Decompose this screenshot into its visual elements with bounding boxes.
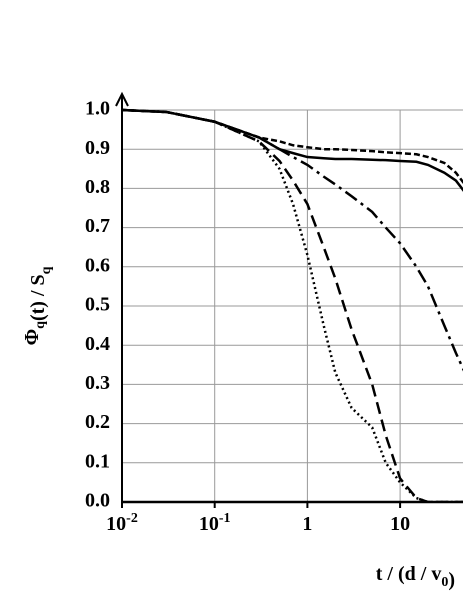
y-tick-label: 0.9	[85, 137, 110, 159]
y-tick-label: 0.5	[85, 294, 110, 316]
series-line	[122, 108, 463, 502]
x-tick-label: 10-1	[199, 511, 231, 535]
y-tick-label: 0.8	[85, 176, 110, 198]
x-tick-label: 10	[390, 513, 410, 535]
y-tick-label: 0.3	[85, 372, 110, 394]
y-tick-label: 0.4	[85, 333, 110, 355]
y-tick-label: 0.1	[85, 450, 110, 472]
series-line	[122, 108, 463, 185]
x-tick-label: 1	[302, 513, 312, 535]
series-line	[122, 108, 463, 192]
y-tick-label: 1.0	[85, 98, 110, 120]
y-tick-label: 0.6	[85, 254, 110, 276]
y-tick-label: 0.0	[85, 490, 110, 512]
y-axis-arrow	[115, 91, 129, 107]
x-axis-label: t / (d / v0)	[376, 563, 455, 591]
y-tick-label: 0.7	[85, 215, 110, 237]
y-tick-label: 0.2	[85, 411, 110, 433]
x-tick-label: 10-2	[106, 511, 138, 535]
y-axis-label: Φq(t) / Sq	[21, 266, 54, 345]
